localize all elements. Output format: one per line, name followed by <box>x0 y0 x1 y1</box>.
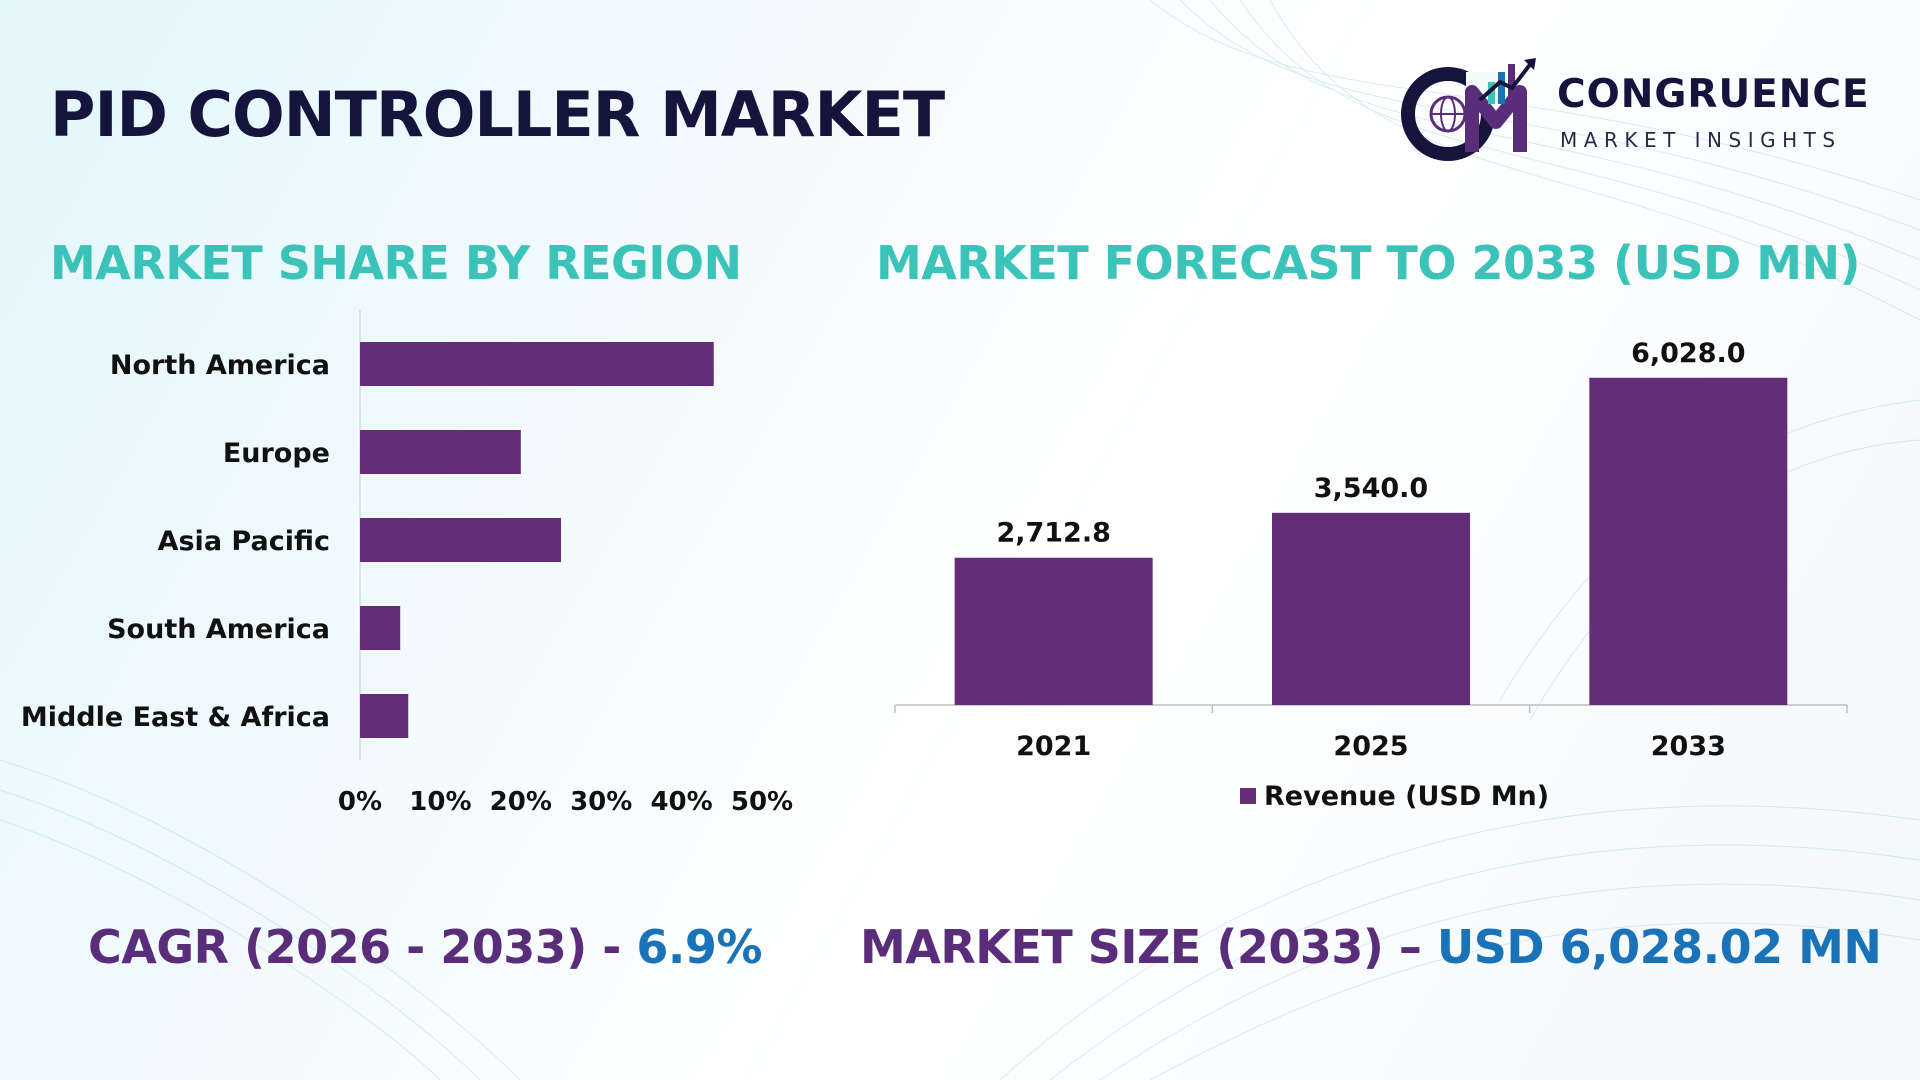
share-category-label: South America <box>107 614 330 645</box>
share-x-tick-label: 50% <box>731 787 793 817</box>
share-x-tick-label: 20% <box>490 787 552 817</box>
share-category-label: Europe <box>223 438 330 469</box>
forecast-x-tick-label: 2033 <box>1651 731 1726 762</box>
forecast-bar <box>1272 512 1470 705</box>
cagr-stat: CAGR (2026 - 2033) - 6.9% <box>88 920 762 974</box>
legend-label: Revenue (USD Mn) <box>1264 781 1549 812</box>
forecast-svg: 2,712.8 2021 3,540.0 2025 6,028.0 2033 Revenue… <box>894 338 1848 812</box>
share-bar <box>360 342 714 386</box>
forecast-bar <box>954 557 1153 705</box>
market-size-stat: MARKET SIZE (2033) – USD 6,028.02 MN <box>860 920 1882 974</box>
forecast-x-tick-label: 2025 <box>1333 731 1408 762</box>
logo-company-name: CONGRUENCE <box>1557 72 1870 117</box>
forecast-chart-title: MARKET FORECAST TO 2033 (USD MN) <box>876 236 1861 290</box>
logo-tagline: MARKET INSIGHTS <box>1560 128 1842 152</box>
share-category-label: North America <box>110 350 330 381</box>
forecast-x-tick-label: 2021 <box>1016 731 1091 762</box>
cagr-label: CAGR (2026 - 2033) - <box>88 920 637 974</box>
forecast-data-label: 2,712.8 <box>996 518 1110 549</box>
share-chart-title: MARKET SHARE BY REGION <box>50 236 742 290</box>
forecast-data-label: 3,540.0 <box>1314 473 1428 504</box>
region-share-svg: North America Europe Asia Pacific South Ame… <box>21 310 793 817</box>
forecast-data-label: 6,028.0 <box>1631 338 1745 369</box>
share-bar <box>360 518 561 562</box>
region-share-chart: North America Europe Asia Pacific South Ame… <box>0 300 820 840</box>
company-logo: CONGRUENCE MARKET INSIGHTS <box>1400 52 1880 162</box>
share-bar <box>360 430 521 474</box>
cagr-value: 6.9% <box>636 920 762 974</box>
share-x-tick-label: 10% <box>409 787 471 817</box>
share-bar <box>360 606 401 650</box>
share-category-label: Middle East & Africa <box>21 702 330 733</box>
share-x-tick-label: 40% <box>650 787 712 817</box>
forecast-chart: 2,712.8 2021 3,540.0 2025 6,028.0 2033 Revenue… <box>860 300 1880 840</box>
page-title: PID CONTROLLER MARKET <box>50 78 945 151</box>
market-size-label: MARKET SIZE (2033) – <box>860 920 1437 974</box>
globe-bars-arrow-icon <box>1401 58 1536 161</box>
share-x-tick-label: 30% <box>570 787 632 817</box>
share-x-tick-label: 0% <box>338 787 382 817</box>
legend-swatch <box>1240 788 1256 804</box>
market-size-value: USD 6,028.02 MN <box>1436 920 1882 974</box>
share-category-label: Asia Pacific <box>158 526 330 557</box>
share-bar <box>360 694 409 738</box>
forecast-bar <box>1589 377 1788 705</box>
